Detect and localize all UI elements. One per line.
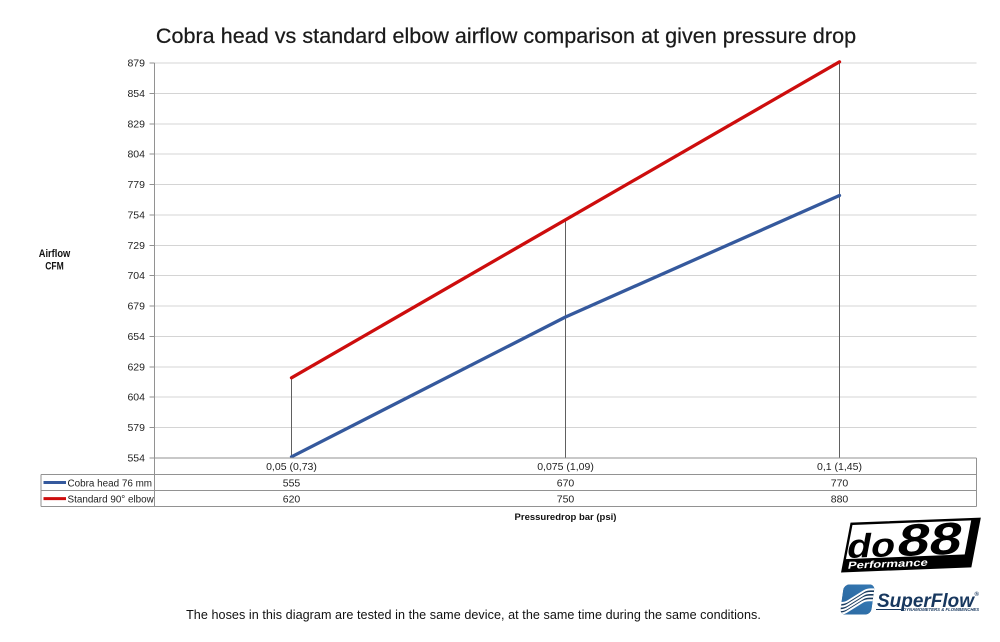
svg-text:®: ® (975, 591, 980, 598)
svg-text:804: 804 (127, 149, 145, 161)
svg-text:880: 880 (831, 494, 849, 506)
svg-text:CFM: CFM (45, 261, 64, 273)
svg-text:0,05 (0,73): 0,05 (0,73) (266, 461, 317, 473)
svg-text:88: 88 (894, 513, 968, 566)
svg-text:Airflow: Airflow (39, 248, 71, 260)
svg-text:754: 754 (127, 209, 145, 221)
svg-text:654: 654 (127, 331, 145, 343)
svg-text:0,1 (1,45): 0,1 (1,45) (817, 461, 862, 473)
svg-text:555: 555 (283, 477, 301, 489)
svg-text:579: 579 (127, 422, 145, 434)
svg-text:DYNAMOMETERS & FLOWBENCHES: DYNAMOMETERS & FLOWBENCHES (903, 607, 979, 612)
svg-text:729: 729 (127, 240, 145, 252)
svg-text:779: 779 (127, 179, 145, 191)
svg-text:Cobra head vs standard elbow a: Cobra head vs standard elbow airflow com… (156, 24, 856, 48)
svg-text:750: 750 (557, 494, 575, 506)
svg-text:554: 554 (127, 453, 145, 465)
svg-text:Performance: Performance (847, 558, 929, 572)
svg-text:629: 629 (127, 361, 145, 373)
svg-text:854: 854 (127, 88, 145, 100)
svg-text:Standard 90° elbow: Standard 90° elbow (68, 495, 155, 506)
svg-text:Pressuredrop bar (psi): Pressuredrop bar (psi) (515, 512, 617, 523)
svg-text:670: 670 (557, 477, 575, 489)
svg-text:SuperFlow: SuperFlow (877, 591, 975, 612)
svg-text:704: 704 (127, 270, 145, 282)
svg-text:879: 879 (127, 58, 145, 70)
svg-text:620: 620 (283, 494, 301, 506)
svg-text:The hoses in this diagram are: The hoses in this diagram are tested in … (186, 608, 761, 622)
svg-text:829: 829 (127, 118, 145, 130)
svg-text:770: 770 (831, 477, 849, 489)
svg-text:604: 604 (127, 392, 145, 404)
svg-text:679: 679 (127, 301, 145, 313)
svg-text:do: do (844, 526, 899, 566)
svg-text:Cobra head 76 mm: Cobra head 76 mm (68, 478, 153, 489)
svg-text:0,075 (1,09): 0,075 (1,09) (537, 461, 594, 473)
